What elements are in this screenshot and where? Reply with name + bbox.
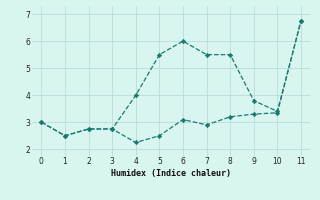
X-axis label: Humidex (Indice chaleur): Humidex (Indice chaleur) xyxy=(111,169,231,178)
